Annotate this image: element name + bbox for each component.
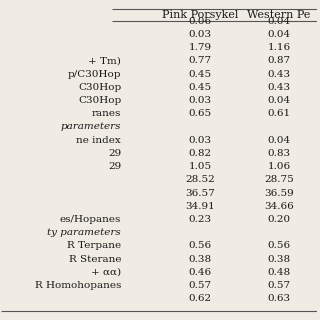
- Text: 29: 29: [108, 149, 121, 158]
- Text: 0.57: 0.57: [188, 281, 212, 290]
- Text: 0.43: 0.43: [267, 83, 291, 92]
- Text: 0.23: 0.23: [188, 215, 212, 224]
- Text: 0.82: 0.82: [188, 149, 212, 158]
- Text: 0.38: 0.38: [188, 255, 212, 264]
- Text: 1.05: 1.05: [188, 162, 212, 171]
- Text: 0.38: 0.38: [267, 255, 291, 264]
- Text: C30Hop: C30Hop: [78, 83, 121, 92]
- Text: + αα): + αα): [91, 268, 121, 277]
- Text: 36.57: 36.57: [185, 188, 215, 197]
- Text: 0.61: 0.61: [267, 109, 291, 118]
- Text: 0.20: 0.20: [267, 215, 291, 224]
- Text: R Terpane: R Terpane: [67, 241, 121, 251]
- Text: 0.04: 0.04: [267, 17, 291, 26]
- Text: 0.06: 0.06: [188, 17, 212, 26]
- Text: 0.04: 0.04: [267, 96, 291, 105]
- Text: 0.56: 0.56: [188, 241, 212, 251]
- Text: 0.63: 0.63: [267, 294, 291, 303]
- Text: 1.16: 1.16: [267, 43, 291, 52]
- Text: 0.83: 0.83: [267, 149, 291, 158]
- Text: 0.48: 0.48: [267, 268, 291, 277]
- Text: 0.45: 0.45: [188, 83, 212, 92]
- Text: 0.03: 0.03: [188, 96, 212, 105]
- Text: 0.03: 0.03: [188, 30, 212, 39]
- Text: 0.87: 0.87: [267, 56, 291, 65]
- Text: 0.62: 0.62: [188, 294, 212, 303]
- Text: ne index: ne index: [76, 136, 121, 145]
- Text: 34.66: 34.66: [264, 202, 294, 211]
- Text: 29: 29: [108, 162, 121, 171]
- Text: 0.03: 0.03: [188, 136, 212, 145]
- Text: 0.45: 0.45: [188, 69, 212, 79]
- Text: 0.57: 0.57: [267, 281, 291, 290]
- Text: p/C30Hop: p/C30Hop: [68, 69, 121, 79]
- Text: 28.52: 28.52: [185, 175, 215, 184]
- Text: Pink Porsykel: Pink Porsykel: [162, 10, 238, 20]
- Text: 36.59: 36.59: [264, 188, 294, 197]
- Text: es/Hopanes: es/Hopanes: [60, 215, 121, 224]
- Text: 0.46: 0.46: [188, 268, 212, 277]
- Text: 0.65: 0.65: [188, 109, 212, 118]
- Text: 28.75: 28.75: [264, 175, 294, 184]
- Text: ranes: ranes: [92, 109, 121, 118]
- Text: C30Hop: C30Hop: [78, 96, 121, 105]
- Text: 1.06: 1.06: [267, 162, 291, 171]
- Text: 0.56: 0.56: [267, 241, 291, 251]
- Text: + Tm): + Tm): [88, 56, 121, 65]
- Text: 0.77: 0.77: [188, 56, 212, 65]
- Text: parameters: parameters: [61, 123, 121, 132]
- Text: 0.43: 0.43: [267, 69, 291, 79]
- Text: R Sterane: R Sterane: [69, 255, 121, 264]
- Text: R Homohopanes: R Homohopanes: [35, 281, 121, 290]
- Text: 0.04: 0.04: [267, 136, 291, 145]
- Text: 1.79: 1.79: [188, 43, 212, 52]
- Text: Western Pe: Western Pe: [247, 10, 310, 20]
- Text: 0.04: 0.04: [267, 30, 291, 39]
- Text: ty parameters: ty parameters: [47, 228, 121, 237]
- Text: 34.91: 34.91: [185, 202, 215, 211]
